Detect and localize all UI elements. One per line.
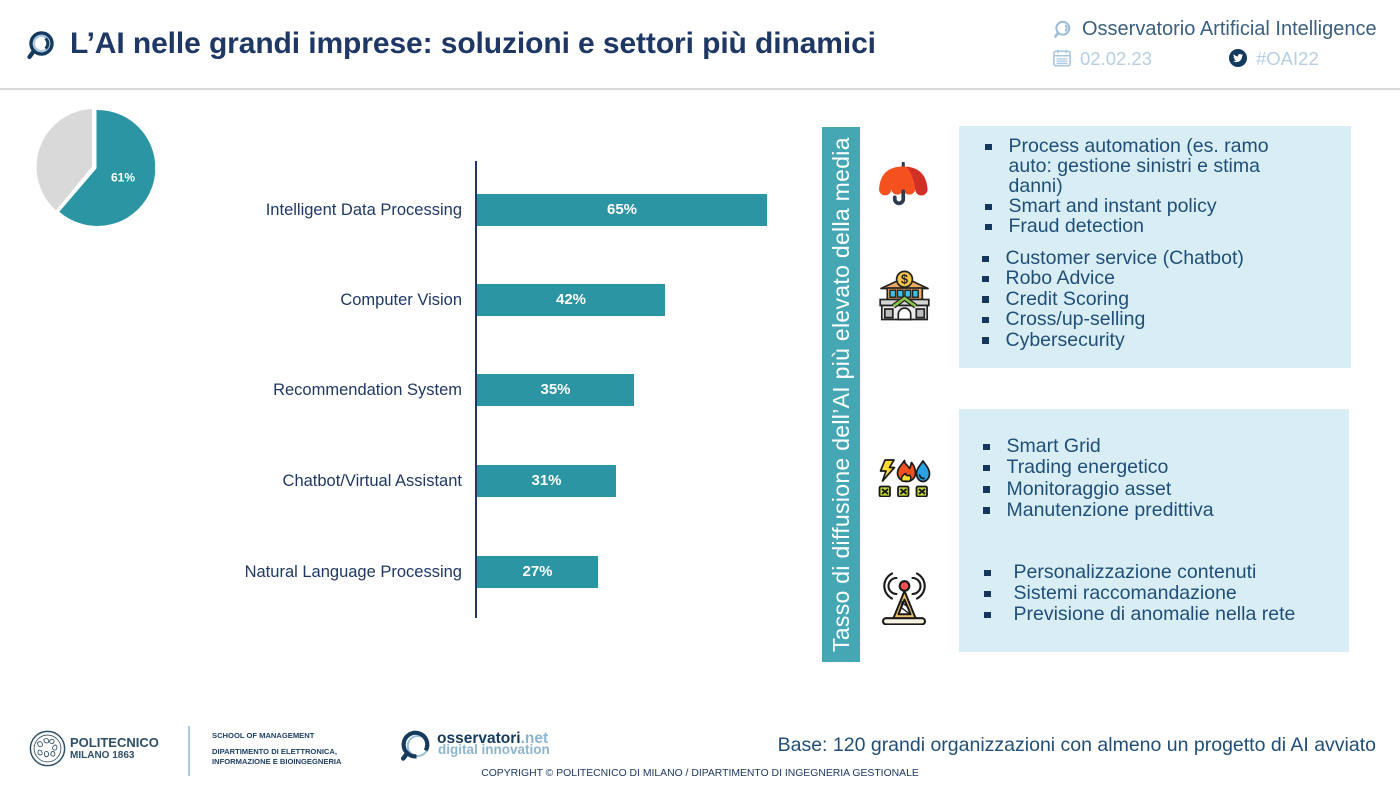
- svg-text:61%: 61%: [111, 171, 135, 185]
- svg-text:$: $: [901, 273, 908, 287]
